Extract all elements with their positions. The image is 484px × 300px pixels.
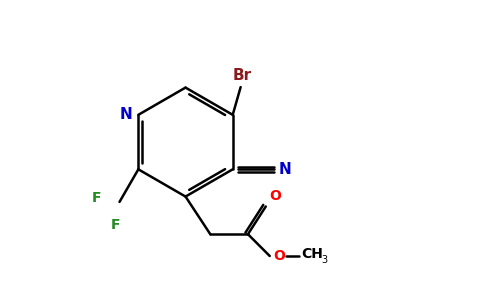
Text: O: O (274, 249, 286, 263)
Text: Br: Br (233, 68, 252, 83)
Text: N: N (120, 107, 133, 122)
Text: F: F (111, 218, 121, 232)
Text: CH: CH (302, 247, 323, 261)
Text: 3: 3 (321, 255, 327, 265)
Text: O: O (270, 188, 282, 203)
Text: N: N (278, 162, 291, 177)
Text: F: F (92, 191, 102, 205)
